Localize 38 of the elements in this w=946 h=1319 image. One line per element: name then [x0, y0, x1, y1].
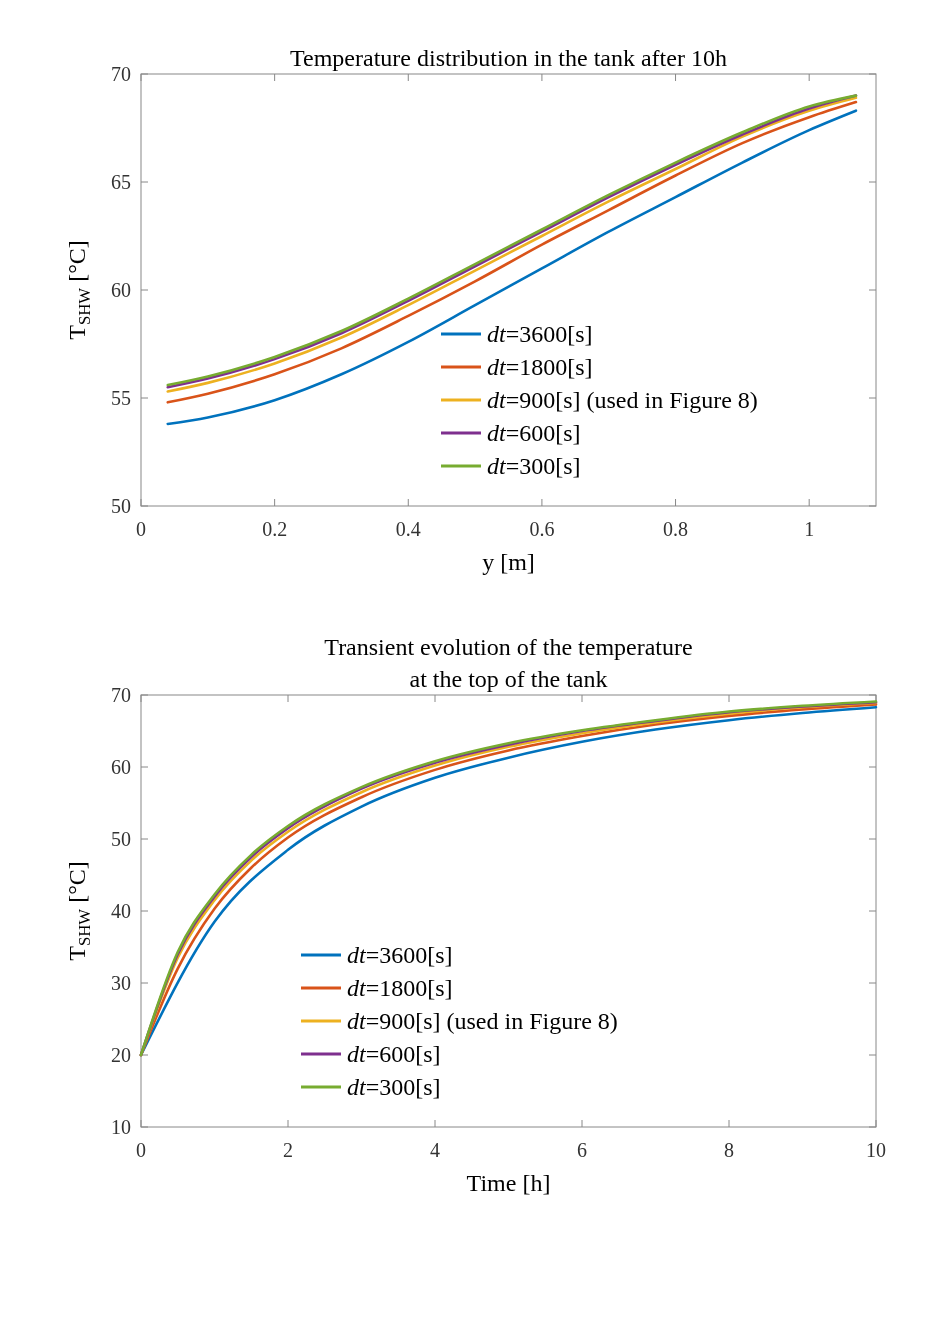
y-tick-label: 10: [111, 1116, 131, 1138]
chart-title: Transient evolution of the temperature at the top of the tank: [324, 634, 693, 692]
y-tick-label: 50: [111, 828, 131, 850]
y-tick-label: 60: [111, 279, 131, 301]
chart-title: Temperature distribution in the tank after 10h: [290, 45, 727, 71]
y-tick-label: 30: [111, 972, 131, 994]
x-tick-label: 2: [283, 1139, 293, 1161]
x-tick-label: 0: [136, 1139, 146, 1161]
legend-label: dt=600[s]: [487, 420, 581, 446]
y-tick-label: 70: [111, 684, 131, 706]
x-tick-label: 0: [136, 518, 146, 540]
legend-label: dt=1800[s]: [347, 975, 453, 1001]
x-tick-label: 8: [724, 1139, 734, 1161]
legend-label: dt=3600[s]: [347, 942, 453, 968]
legend-label: dt=300[s]: [347, 1074, 441, 1100]
legend-label: dt=1800[s]: [487, 354, 593, 380]
x-tick-label: 1: [804, 518, 815, 540]
y-tick-label: 50: [111, 495, 131, 517]
x-tick-label: 10: [866, 1139, 886, 1161]
x-tick-label: 4: [430, 1139, 440, 1161]
x-tick-label: 6: [577, 1139, 587, 1161]
x-tick-label: 0.4: [395, 518, 421, 540]
x-tick-label: 0.6: [529, 518, 555, 540]
y-tick-label: 65: [111, 171, 131, 193]
x-axis-title: y [m]: [482, 549, 535, 575]
legend-label: dt=900[s] (used in Figure 8): [487, 387, 758, 413]
legend-label: dt=300[s]: [487, 453, 581, 479]
x-tick-label: 0.2: [262, 518, 288, 540]
x-axis-title: Time [h]: [466, 1170, 551, 1196]
y-tick-label: 60: [111, 756, 131, 778]
y-tick-label: 20: [111, 1044, 131, 1066]
y-tick-label: 55: [111, 387, 131, 409]
y-tick-label: 70: [111, 63, 131, 85]
legend-label: dt=3600[s]: [487, 321, 593, 347]
legend-label: dt=900[s] (used in Figure 8): [347, 1008, 618, 1034]
y-tick-label: 40: [111, 900, 131, 922]
x-tick-label: 0.8: [663, 518, 689, 540]
legend-label: dt=600[s]: [347, 1041, 441, 1067]
